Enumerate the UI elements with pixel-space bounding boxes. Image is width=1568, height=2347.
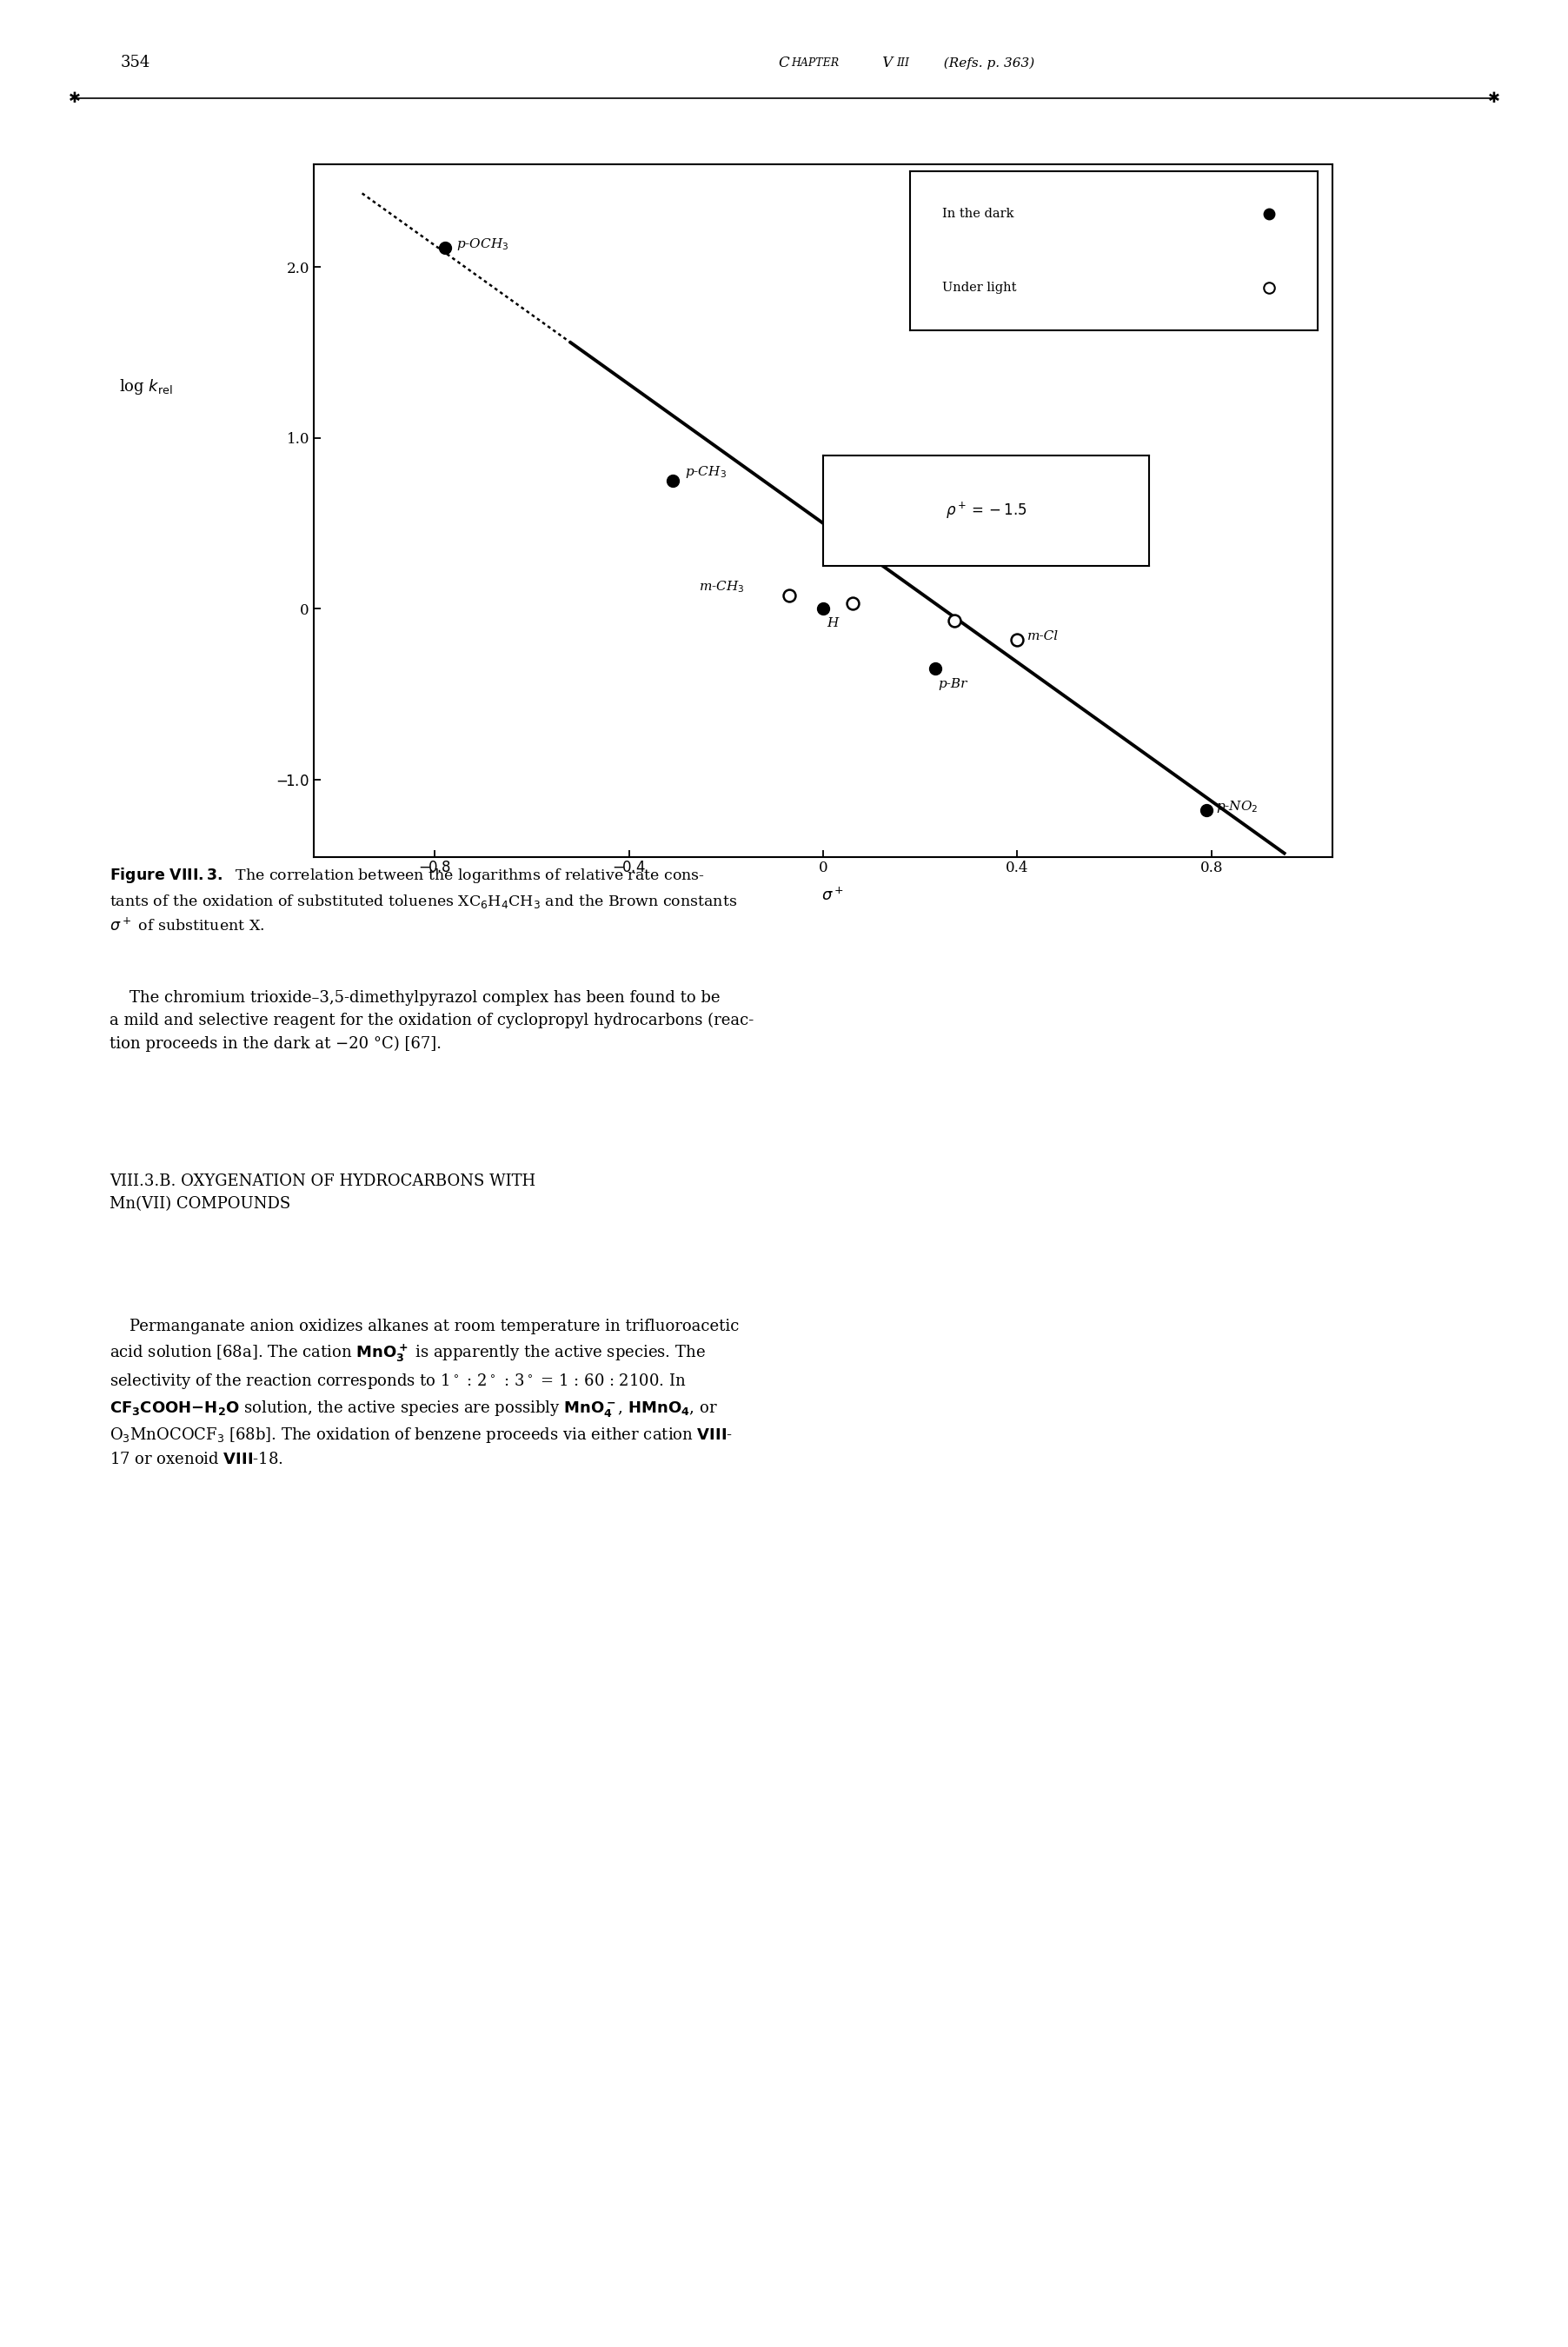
Text: H: H	[826, 617, 839, 629]
Text: ✱: ✱	[1488, 92, 1499, 106]
Text: m-Cl: m-Cl	[1027, 629, 1058, 643]
Text: C: C	[778, 56, 790, 70]
Text: 354: 354	[121, 54, 151, 70]
Text: The chromium trioxide–3,5-dimethylpyrazol complex has been found to be
a mild an: The chromium trioxide–3,5-dimethylpyrazo…	[110, 990, 754, 1051]
Text: p-CH$_3$: p-CH$_3$	[685, 465, 726, 481]
Text: p-Br: p-Br	[939, 678, 967, 690]
Text: Permanganate anion oxidizes alkanes at room temperature in trifluoroacetic
acid : Permanganate anion oxidizes alkanes at r…	[110, 1319, 740, 1467]
Text: m-CH$_3$: m-CH$_3$	[699, 580, 745, 594]
Text: $\sigma^+$: $\sigma^+$	[822, 887, 844, 904]
Text: V: V	[878, 56, 892, 70]
Text: VIII.3.B. OXYGENATION OF HYDROCARBONS WITH
Mn(VII) COMPOUNDS: VIII.3.B. OXYGENATION OF HYDROCARBONS WI…	[110, 1174, 536, 1211]
Text: p-NO$_2$: p-NO$_2$	[1217, 800, 1259, 814]
Text: $\bf{Figure\ VIII.3.}$  The correlation between the logarithms of relative rate : $\bf{Figure\ VIII.3.}$ The correlation b…	[110, 866, 737, 934]
Text: HAPTER: HAPTER	[792, 56, 839, 68]
Text: (Refs. p. 363): (Refs. p. 363)	[936, 56, 1035, 68]
Text: III: III	[897, 56, 909, 68]
Text: log $k_{\rm rel}$: log $k_{\rm rel}$	[119, 378, 172, 397]
Text: p-OCH$_3$: p-OCH$_3$	[456, 237, 510, 253]
Text: ✱: ✱	[69, 92, 80, 106]
